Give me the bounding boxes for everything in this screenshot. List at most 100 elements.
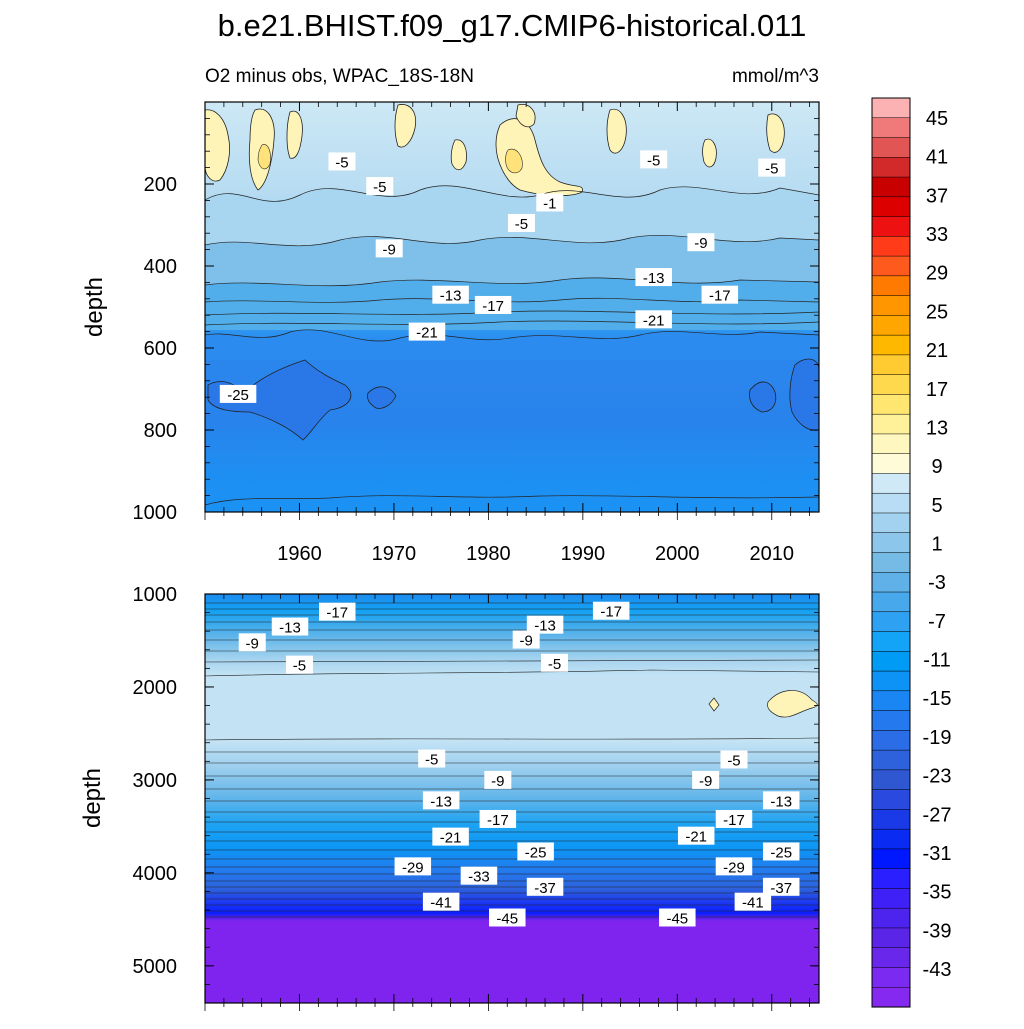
contour-label-text: -9 (519, 633, 532, 650)
contour-label: -25 (517, 842, 554, 861)
colorbar-swatch (871, 97, 911, 119)
lower-y-label: depth (79, 768, 106, 828)
contour-label: -41 (734, 892, 772, 912)
contour-label-text: -37 (770, 880, 792, 897)
contour-label-box (219, 384, 257, 403)
colorbar-swatch (871, 670, 911, 692)
contour-label-box (635, 268, 672, 287)
colorbar-swatch (871, 157, 911, 178)
upper-x-axis: 1960 1970 1980 1990 2000 2010 (204, 102, 810, 565)
contour-label: -21 (677, 826, 715, 846)
contour-label: -9 (687, 233, 715, 252)
contour-label-text: -5 (425, 752, 438, 769)
contour-label-box (285, 655, 313, 674)
contour-label-box (484, 770, 512, 789)
contour-label-box (692, 770, 720, 789)
contour-label-box (720, 750, 748, 769)
colorbar-label: -43 (923, 959, 952, 981)
colorbar-swatch (871, 512, 911, 534)
colorbar-swatch (871, 216, 911, 237)
contour-label-text: -41 (742, 895, 764, 912)
contour-label-box (536, 193, 564, 212)
contour-label-box (526, 877, 564, 896)
contour-label-text: -9 (491, 773, 504, 790)
lower-positive-blob-a (767, 690, 818, 718)
contour-label: -13 (422, 791, 460, 810)
contour-label-text: -33 (468, 869, 490, 886)
lower-panel (205, 594, 819, 1003)
contour-label-box (479, 809, 517, 828)
contour-label-text: -37 (534, 880, 556, 897)
colorbar-swatch (871, 137, 911, 158)
contour-label: -25 (219, 384, 257, 404)
colorbar-swatch (871, 255, 911, 277)
colorbar-label: -27 (923, 804, 952, 826)
colorbar-swatch (871, 591, 911, 613)
upper-blob-25b (367, 386, 397, 409)
colorbar-swatch (871, 986, 911, 1008)
contour-label-text: -21 (416, 325, 438, 342)
contour-label: -9 (375, 239, 403, 258)
contour-label: -37 (526, 877, 564, 897)
contour-label: -9 (512, 630, 540, 650)
contour-label-text: -25 (770, 844, 792, 861)
colorbar-swatch (871, 532, 911, 554)
contour-label: -45 (659, 908, 696, 927)
colorbar-swatch (871, 690, 911, 712)
contour-label-box (715, 809, 753, 828)
contour-label-box (512, 630, 540, 649)
contour-label: -9 (238, 633, 266, 652)
contour-label-text: -21 (440, 830, 462, 847)
colorbar-swatch (871, 967, 911, 988)
colorbar-swatch (871, 236, 911, 257)
lower-y-axis: 1000 2000 3000 4000 5000 (133, 584, 819, 1004)
contour-label-box (422, 892, 460, 911)
colorbar-label: -15 (923, 688, 952, 710)
colorbar-label: -7 (928, 611, 946, 633)
contour-label-box (422, 791, 460, 810)
contour-label-text: -45 (666, 910, 688, 927)
contour-label-box (432, 827, 469, 846)
contour-label-box (489, 908, 526, 927)
contour-label: -25 (762, 842, 800, 861)
contour-label-text: -9 (694, 235, 707, 252)
colorbar-swatch (871, 552, 911, 573)
contour-label-box (592, 601, 630, 620)
contour-label-text: -17 (723, 812, 745, 829)
contour-label-box (432, 285, 469, 304)
y-tick-label: 800 (144, 420, 177, 442)
colorbar-label: 9 (931, 456, 942, 478)
colorbar-swatch (871, 176, 911, 198)
contour-label-text: -17 (487, 812, 509, 829)
y-tick-label: 200 (144, 174, 177, 196)
colorbar-swatch (871, 611, 911, 633)
contour-label-text: -5 (293, 658, 306, 675)
contour-label-box (701, 285, 739, 304)
contour-label-text: -5 (727, 752, 740, 769)
contour-label-text: -21 (643, 312, 665, 329)
contour-label-box (659, 908, 696, 927)
contour-label-text: -1 (543, 195, 556, 212)
upper-positive-blobs (205, 104, 785, 197)
colorbar-label: 1 (931, 534, 942, 556)
upper-band-4 (205, 329, 819, 360)
contour-label-box (271, 617, 309, 636)
contour-label-text: -13 (440, 288, 462, 305)
upper-panel (205, 102, 819, 512)
contour-label-box (474, 295, 512, 314)
contour-label: -29 (715, 857, 753, 876)
lower-field (205, 594, 819, 1003)
colorbar-swatch (871, 749, 911, 771)
contour-label-text: -17 (326, 605, 348, 622)
contour-label: -17 (479, 809, 517, 829)
contour-label-text: -9 (246, 635, 259, 652)
lower-x-ticks (204, 594, 810, 1011)
subtitle-left: O2 minus obs, WPAC_18S-18N (205, 66, 474, 87)
contour-label-text: -29 (402, 859, 424, 876)
x-tick-label: 1970 (372, 543, 417, 565)
contour-label: -13 (432, 285, 469, 305)
contour-label: -9 (692, 770, 720, 790)
colorbar-swatch (871, 730, 911, 751)
contour-label-box (318, 602, 356, 621)
contour-label: -21 (432, 827, 469, 847)
